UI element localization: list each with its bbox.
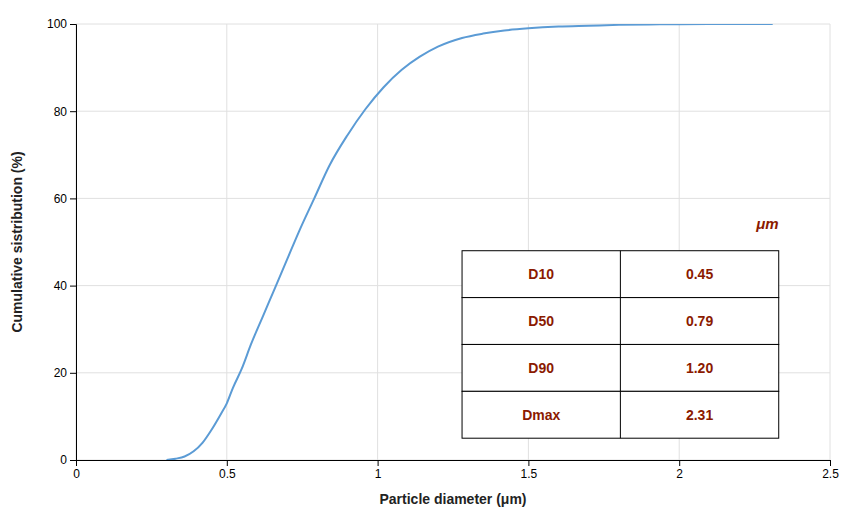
grid — [76, 24, 830, 460]
table-unit: μm — [755, 215, 778, 232]
table-row — [462, 251, 779, 298]
x-axis-tick: 2 — [676, 460, 683, 481]
table-row-label: D50 — [528, 313, 554, 329]
x-axis-tick-mark — [528, 460, 529, 466]
table-divider — [620, 391, 621, 438]
x-axis-tick-mark — [830, 460, 831, 466]
y-axis-tick-mark — [70, 286, 76, 287]
y-axis-tick-mark — [70, 24, 76, 25]
x-axis-tick-label: 0.5 — [219, 467, 236, 481]
x-axis-tick-label: 0 — [73, 467, 80, 481]
x-axis-line — [77, 461, 831, 467]
y-axis: 0 20 40 60 80 100 — [47, 17, 77, 467]
y-grid-line — [76, 111, 830, 112]
y-axis-title: Cumulative sistribution (%) — [9, 151, 25, 332]
table-row — [462, 344, 779, 391]
y-axis-tick-mark — [70, 460, 76, 461]
table-row-value: 0.79 — [686, 313, 713, 329]
y-axis-tick: 80 — [54, 105, 76, 119]
y-axis-tick-label: 60 — [54, 192, 68, 206]
y-grid-line — [76, 198, 830, 199]
y-axis-tick-mark — [70, 373, 76, 374]
x-axis-tick-mark — [679, 460, 680, 466]
y-axis-tick-label: 0 — [60, 453, 67, 467]
x-axis-tick: 1.5 — [521, 460, 538, 481]
table-row — [462, 298, 779, 345]
table: μm D10 0.45 D50 0.79 D90 1.20 Dmax 2.31 — [462, 215, 779, 438]
x-axis-tick-label: 2.5 — [822, 467, 839, 481]
table-row-label: D90 — [528, 360, 554, 376]
y-axis-tick-label: 40 — [54, 279, 68, 293]
x-grid-line — [377, 24, 378, 460]
table-row-value: 2.31 — [686, 407, 713, 423]
y-axis-line — [70, 25, 77, 461]
table-row-value: 0.45 — [686, 266, 713, 282]
table-row-label: Dmax — [522, 407, 560, 423]
x-axis-tick-mark — [378, 460, 379, 466]
table-divider — [620, 344, 621, 391]
y-axis-tick-label: 20 — [54, 366, 68, 380]
x-axis-tick: 0.5 — [219, 460, 236, 481]
x-axis-title: Particle diameter (μm) — [379, 491, 526, 507]
y-axis-tick: 60 — [54, 192, 76, 206]
y-axis-tick: 40 — [54, 279, 76, 293]
x-axis-tick-mark — [227, 460, 228, 466]
x-axis: 0 0.5 1 1.5 2 2.5 — [73, 460, 839, 481]
y-axis-tick: 0 — [60, 453, 76, 467]
table-divider — [620, 251, 621, 298]
table-row-value: 1.20 — [686, 360, 713, 376]
x-axis-tick-label: 1.5 — [521, 467, 538, 481]
x-grid-line — [830, 24, 831, 460]
x-axis-tick-label: 2 — [676, 467, 683, 481]
y-axis-tick-label: 80 — [54, 105, 68, 119]
x-grid-line — [226, 24, 227, 460]
y-axis-tick: 20 — [54, 366, 76, 380]
y-axis-tick-mark — [70, 111, 76, 112]
x-axis-tick: 0 — [73, 460, 80, 481]
table-row — [462, 391, 779, 438]
table-row-label: D10 — [528, 266, 554, 282]
y-axis-tick-mark — [70, 198, 76, 199]
x-axis-tick: 2.5 — [822, 460, 839, 481]
chart: 0 0.5 1 1.5 2 2.5 0 20 40 60 80 100 Particle diamete… — [0, 0, 860, 520]
x-axis-tick-label: 1 — [375, 467, 382, 481]
table-divider — [620, 298, 621, 345]
y-axis-tick-label: 100 — [47, 17, 67, 31]
y-axis-tick: 100 — [47, 17, 76, 31]
x-axis-tick: 1 — [375, 460, 382, 481]
